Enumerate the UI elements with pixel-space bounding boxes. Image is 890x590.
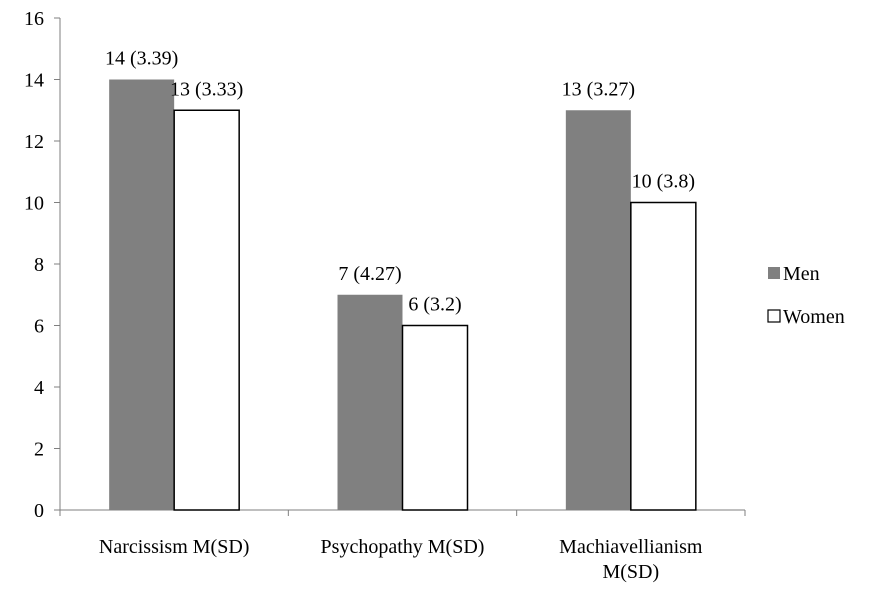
- legend-label-women: Women: [783, 306, 845, 328]
- legend-swatch-women: [767, 309, 781, 323]
- y-tick-label: 12: [24, 131, 44, 153]
- bar-men-2: [565, 110, 631, 510]
- bar-women-2: [630, 201, 697, 511]
- y-tick-label: 6: [34, 316, 44, 338]
- data-label: 13 (3.33): [170, 78, 243, 100]
- x-tick-label: Narcissism M(SD): [99, 536, 250, 558]
- x-tick-label: Psychopathy M(SD): [321, 536, 485, 558]
- y-tick-label: 14: [24, 70, 44, 92]
- data-label: 10 (3.8): [632, 171, 695, 193]
- y-tick-label: 16: [24, 8, 44, 30]
- data-label: 6 (3.2): [408, 294, 461, 316]
- y-tick-label: 2: [34, 439, 44, 461]
- data-labels: 14 (3.39) 7 (4.27) 13 (3.27) 13 (3.33) 6 (3.…: [105, 48, 695, 316]
- x-tick-label: M(SD): [602, 561, 659, 583]
- bar-men-1: [337, 294, 403, 510]
- legend: Men Women: [767, 263, 845, 328]
- data-label: 7 (4.27): [338, 263, 401, 285]
- bar-women-0: [173, 109, 240, 511]
- y-tick-label: 0: [34, 500, 44, 522]
- legend-label-men: Men: [783, 263, 820, 285]
- y-tick-label: 10: [24, 193, 44, 215]
- x-tick-label: Machiavellianism: [559, 536, 703, 558]
- y-tick-label: 8: [34, 254, 44, 276]
- legend-swatch-men: [768, 267, 780, 279]
- bar-men-0: [109, 79, 175, 510]
- bars: [109, 79, 697, 511]
- data-label: 14 (3.39): [105, 48, 178, 70]
- y-tick-label: 4: [34, 377, 44, 399]
- data-label: 13 (3.27): [562, 78, 635, 100]
- axes: 0 2 4 6 8 10 12 14 16 Narcissism M(SD) Psychopathy…: [24, 8, 746, 583]
- bar-women-1: [401, 324, 469, 511]
